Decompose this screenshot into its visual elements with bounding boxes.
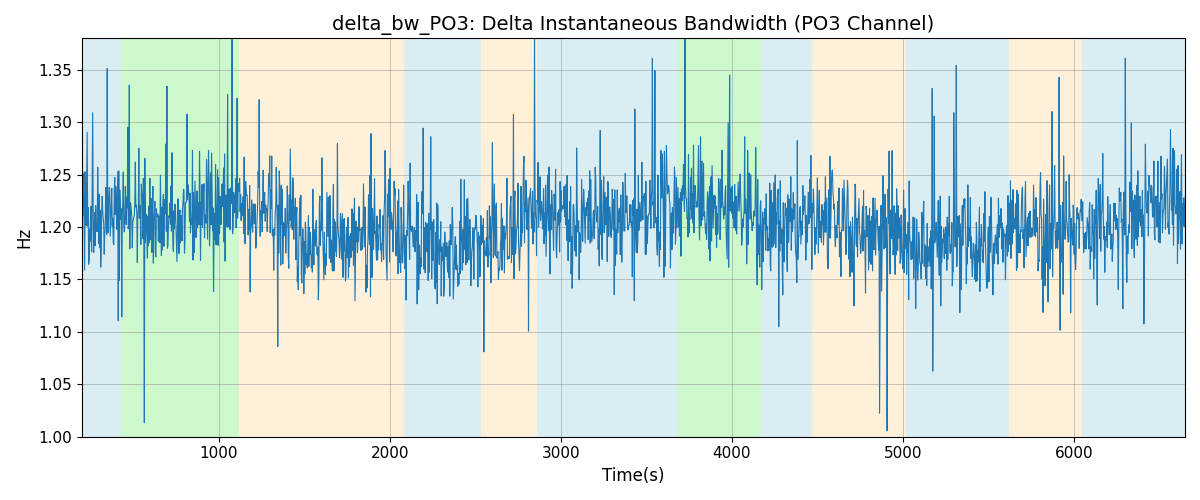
Bar: [82, 38, 121, 436]
Bar: [403, 38, 480, 436]
Bar: [695, 38, 761, 436]
Bar: [761, 38, 812, 436]
Bar: [480, 38, 536, 436]
Bar: [1009, 38, 1082, 436]
Bar: [677, 38, 695, 436]
Bar: [536, 38, 677, 436]
Title: delta_bw_PO3: Delta Instantaneous Bandwidth (PO3 Channel): delta_bw_PO3: Delta Instantaneous Bandwi…: [332, 15, 935, 35]
Bar: [121, 38, 240, 436]
Bar: [812, 38, 906, 436]
Bar: [906, 38, 1009, 436]
Bar: [240, 38, 403, 436]
Y-axis label: Hz: Hz: [14, 227, 32, 248]
Bar: [1082, 38, 1186, 436]
X-axis label: Time(s): Time(s): [602, 467, 665, 485]
